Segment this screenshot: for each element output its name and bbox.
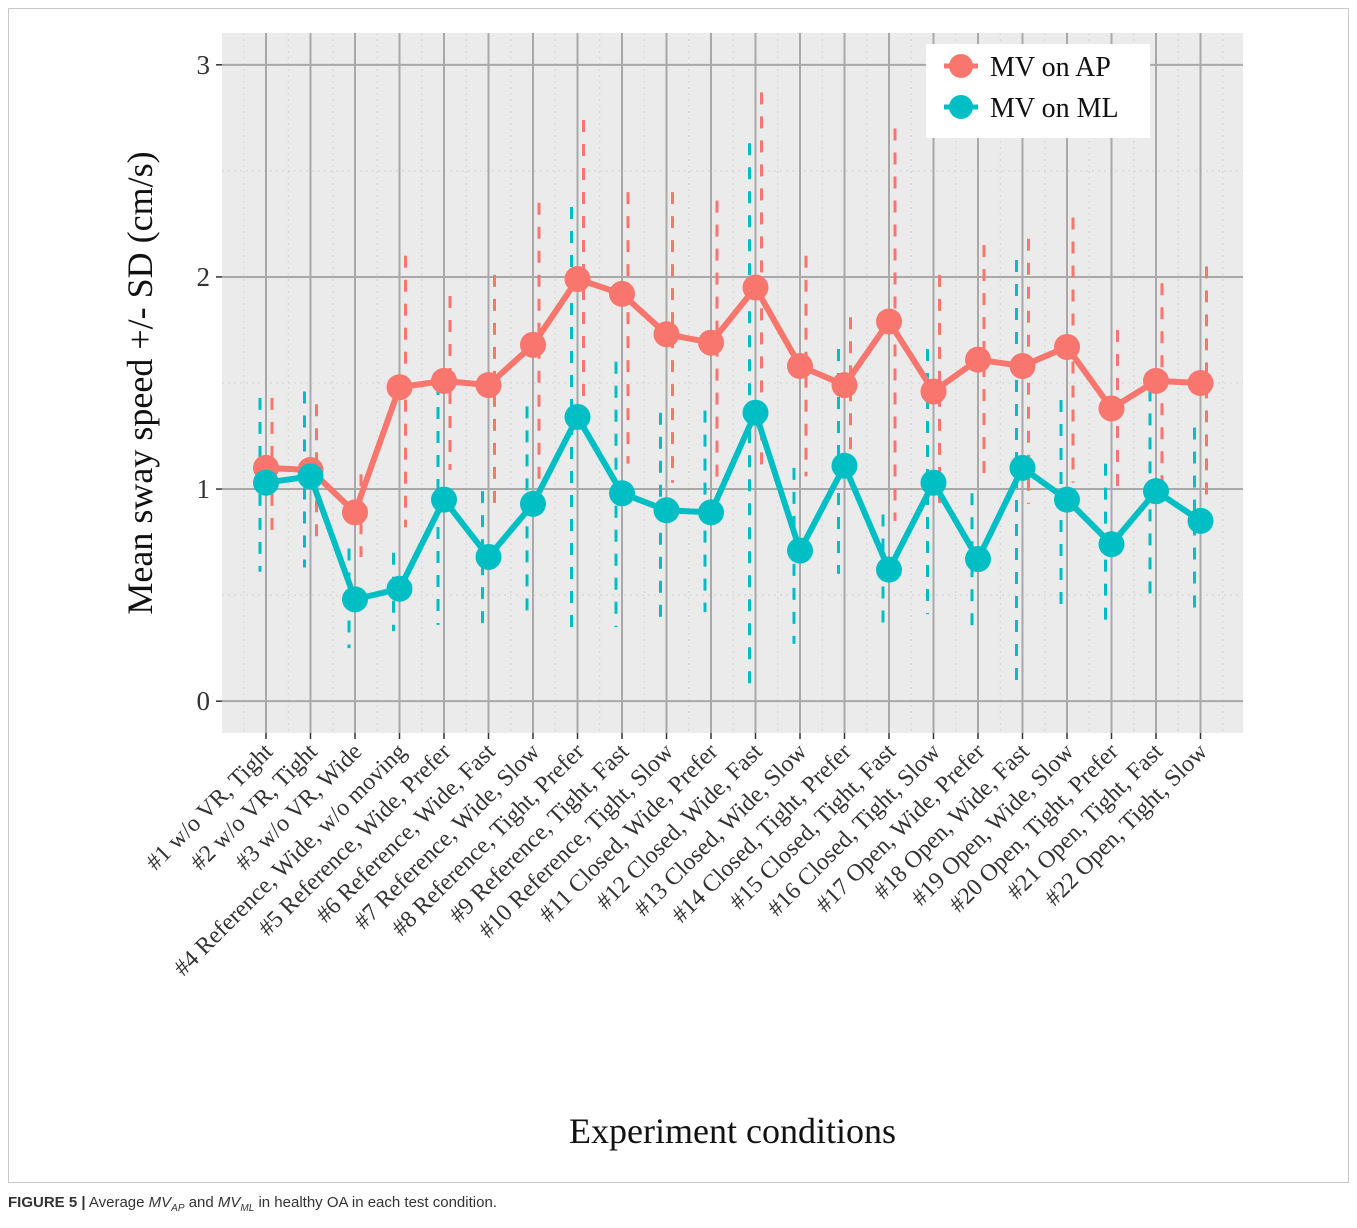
legend-key-point (949, 95, 973, 119)
legend-key-point (949, 54, 973, 78)
data-point (653, 321, 680, 348)
series-line (265, 276, 1201, 516)
grid-major (222, 33, 1243, 733)
data-point (831, 452, 858, 479)
data-point (920, 469, 947, 496)
data-point (386, 575, 413, 602)
data-point (1009, 353, 1036, 380)
legend-label: MV on ML (990, 93, 1119, 124)
data-point (342, 586, 368, 613)
caption-text-after: in healthy OA in each test condition. (258, 1194, 497, 1211)
data-point (431, 486, 457, 513)
y-tick-label: 1 (197, 474, 211, 504)
data-point (876, 308, 902, 335)
x-axis-label: Experiment conditions (569, 1111, 896, 1151)
y-axis: 0 1 2 3 (197, 50, 222, 716)
data-point (965, 546, 991, 573)
data-point (831, 372, 858, 399)
data-point (475, 543, 502, 570)
caption-and: and (188, 1194, 214, 1211)
caption-mv-ml: MVML (217, 1194, 255, 1214)
y-tick-label: 3 (197, 50, 211, 80)
caption-label: FIGURE 5 | (8, 1194, 86, 1211)
data-point (253, 469, 279, 496)
line-chart: 0 1 2 3 #1 w/o VR, Tight#2 w/o VR, Tight#3 … (120, 33, 1243, 1151)
data-point (609, 280, 635, 307)
data-point (1009, 454, 1036, 481)
data-point (653, 497, 680, 524)
data-point (1054, 486, 1080, 513)
caption-text-before: Average (88, 1194, 145, 1211)
data-point (1187, 370, 1214, 396)
y-tick-label: 2 (197, 262, 211, 292)
data-point (1143, 478, 1169, 505)
series-line (265, 409, 1203, 603)
legend: MV on AP MV on ML (926, 44, 1150, 138)
data-point (386, 374, 413, 401)
data-point (1098, 395, 1125, 422)
data-point (520, 331, 546, 358)
data-point (1143, 367, 1169, 394)
y-axis-label: Mean sway speed +/- SD (cm/s) (120, 151, 160, 614)
data-point (609, 480, 635, 507)
data-point (965, 346, 991, 373)
data-point (564, 403, 591, 430)
legend-label: MV on AP (990, 52, 1111, 83)
data-point (742, 274, 769, 301)
data-point (475, 372, 502, 399)
x-axis: #1 w/o VR, Tight#2 w/o VR, Tight#3 w/o V… (141, 733, 1213, 982)
data-point (520, 490, 546, 517)
data-point (1098, 531, 1125, 558)
series-lines (265, 276, 1203, 603)
y-tick-label: 0 (197, 686, 211, 716)
data-point (1054, 333, 1080, 360)
data-point (698, 329, 724, 356)
data-point (742, 399, 769, 426)
data-point (920, 378, 947, 405)
data-point (698, 499, 724, 526)
data-point (787, 353, 813, 380)
data-point (876, 556, 902, 583)
data-point (342, 499, 368, 526)
data-point (297, 463, 324, 490)
figure-caption: FIGURE 5 | Average MVAP and MVML in heal… (8, 1194, 1349, 1214)
data-points (253, 266, 1214, 613)
data-point (431, 367, 457, 394)
data-point (1187, 507, 1214, 534)
data-point (787, 537, 813, 564)
data-point (564, 266, 591, 293)
caption-mv-ap: MVAP (148, 1194, 185, 1214)
